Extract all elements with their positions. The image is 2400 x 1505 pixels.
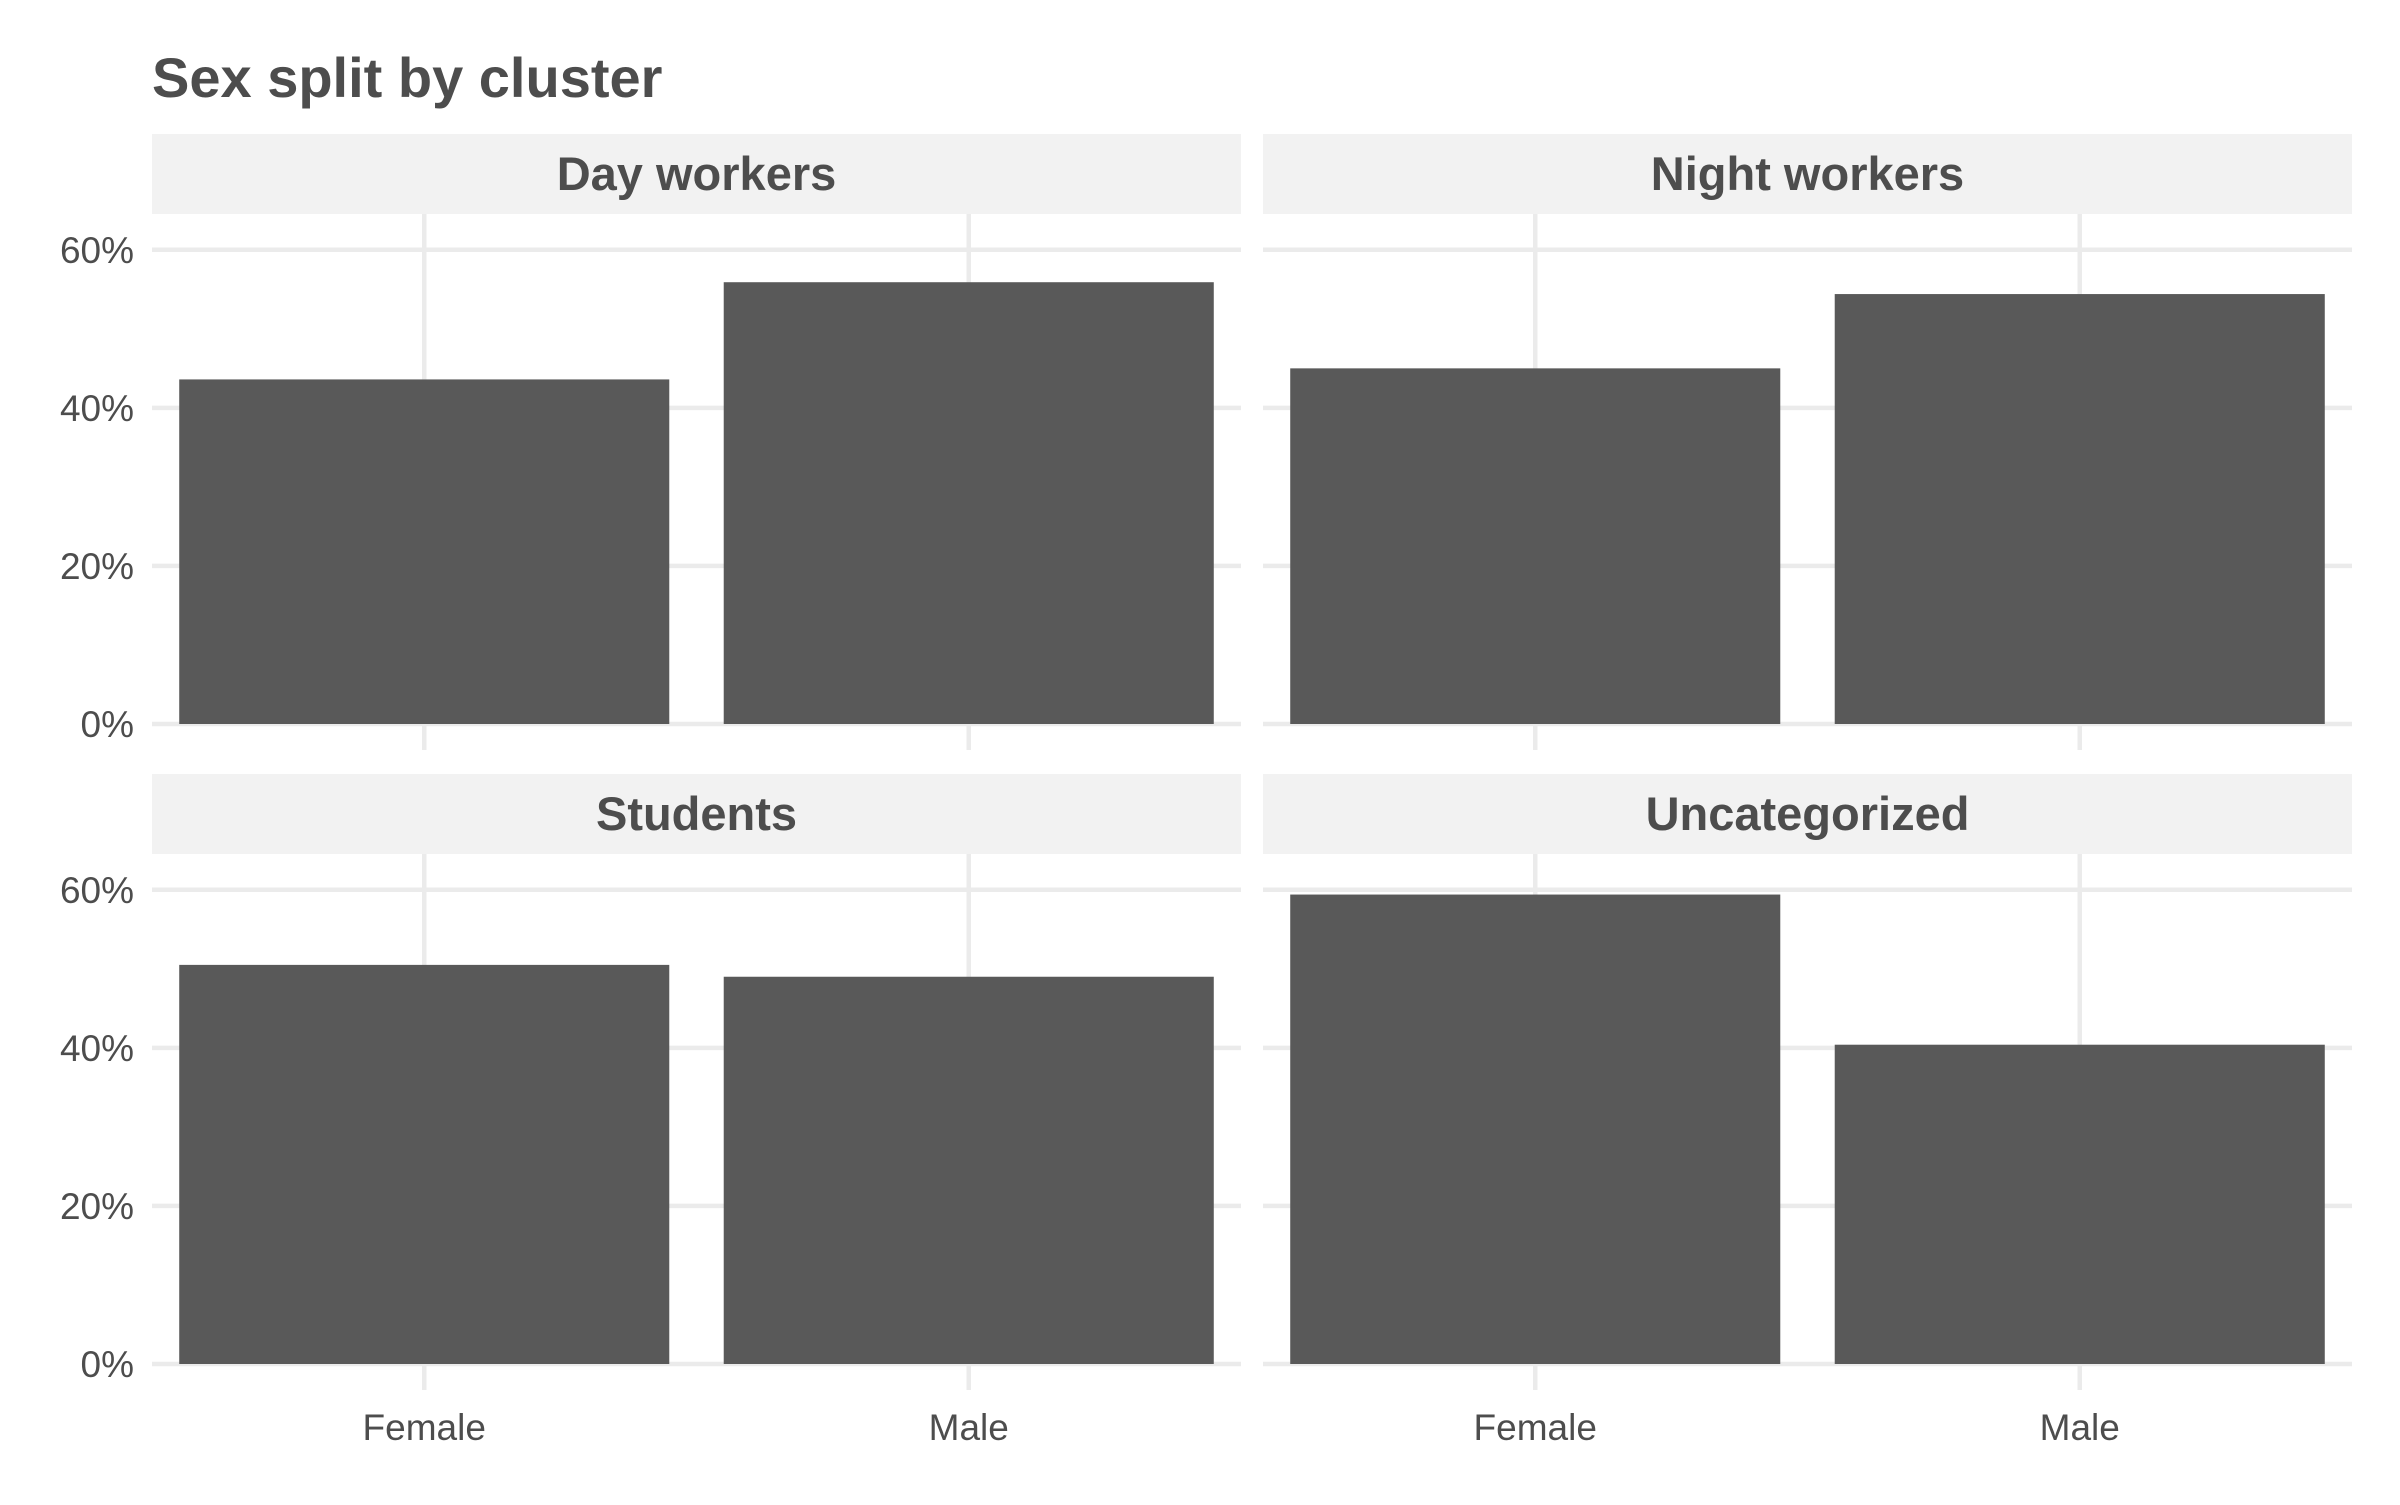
bar-female [179, 964, 670, 1364]
bar-female [1290, 368, 1781, 724]
y-tick-label: 20% [60, 1186, 134, 1227]
bar-male [723, 976, 1214, 1364]
facet-strip-label: Night workers [1651, 147, 1964, 200]
x-tick-label: Male [929, 1407, 1009, 1448]
y-tick-label: 20% [60, 546, 134, 587]
facet-strip [1263, 134, 2352, 214]
facet-strip-label: Uncategorized [1646, 787, 1970, 840]
facet-strip [152, 134, 1241, 214]
y-tick-label: 0% [81, 704, 134, 745]
chart-title: Sex split by cluster [152, 46, 662, 109]
bar-female [179, 379, 670, 724]
x-tick-label: Female [1474, 1407, 1597, 1448]
y-tick-label: 40% [60, 1028, 134, 1069]
y-tick-label: 60% [60, 230, 134, 271]
bar-male [1834, 294, 2325, 724]
facet-strip-label: Day workers [557, 147, 837, 200]
y-tick-label: 0% [81, 1344, 134, 1385]
bar-female [1290, 894, 1781, 1364]
bar-male [723, 282, 1214, 724]
y-tick-label: 40% [60, 388, 134, 429]
facet-strip-label: Students [596, 787, 797, 840]
bar-male [1834, 1044, 2325, 1364]
x-tick-label: Female [363, 1407, 486, 1448]
facet-strip [152, 774, 1241, 854]
x-tick-label: Male [2040, 1407, 2120, 1448]
facet-strip [1263, 774, 2352, 854]
y-tick-label: 60% [60, 870, 134, 911]
